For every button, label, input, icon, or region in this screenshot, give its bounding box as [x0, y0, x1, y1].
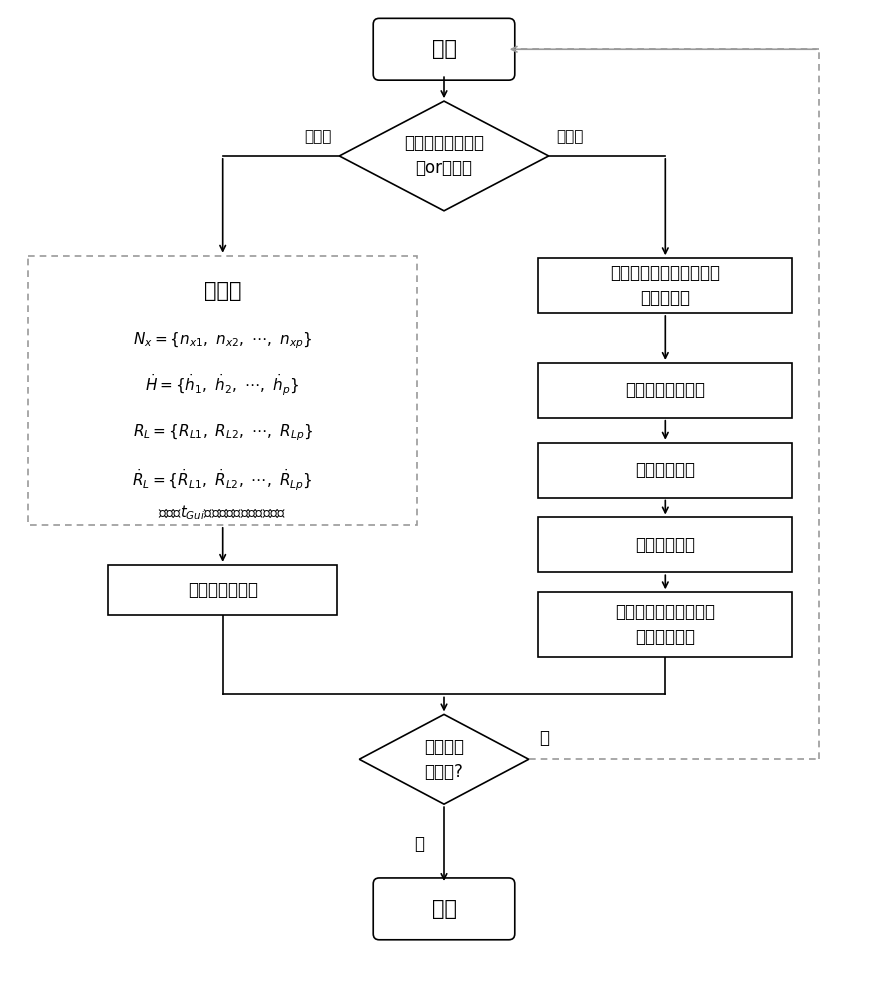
Text: 升力控制
停止否?: 升力控制 停止否? [424, 738, 464, 781]
Bar [538, 363, 792, 418]
Bar [108, 565, 337, 615]
Text: 查表格: 查表格 [204, 281, 242, 301]
FancyBboxPatch shape [373, 878, 515, 940]
Text: 利用导航数据初始化动力
学外推模块: 利用导航数据初始化动力 学外推模块 [610, 264, 720, 307]
Text: $N_x = \{n_{x1},\ n_{x2},\ \cdots,\ n_{xp}\}$: $N_x = \{n_{x1},\ n_{x2},\ \cdots,\ n_{x… [133, 330, 313, 351]
Text: $\dot{R}_L = \{\dot{R}_{L1},\ \dot{R}_{L2},\ \cdots,\ \dot{R}_{Lp}\}$: $\dot{R}_L = \{\dot{R}_{L1},\ \dot{R}_{L… [132, 467, 313, 493]
Text: 开始: 开始 [432, 39, 456, 59]
Bar [538, 443, 792, 498]
FancyBboxPatch shape [373, 18, 515, 80]
Text: 结束: 结束 [432, 899, 456, 919]
Text: $\dot{H} = \{\dot{h}_1,\ \dot{h}_2,\ \cdots,\ \dot{h}_p\}$: $\dot{H} = \{\dot{h}_1,\ \dot{h}_2,\ \cd… [146, 373, 300, 398]
Text: 数值积分落点预报: 数值积分落点预报 [625, 381, 705, 399]
Text: 本时间片计算快任
务or慢任务: 本时间片计算快任 务or慢任务 [404, 134, 484, 177]
Text: $R_L = \{R_{L1},\ R_{L2},\ \cdots,\ R_{Lp}\}$: $R_L = \{R_{L1},\ R_{L2},\ \cdots,\ R_{L… [132, 423, 313, 443]
Text: 偏差校正计算: 偏差校正计算 [635, 536, 695, 554]
Polygon shape [360, 714, 528, 804]
Text: 获得与$t_{Gui}$时刻相对应的弹道期望值: 获得与$t_{Gui}$时刻相对应的弹道期望值 [158, 504, 287, 522]
Text: 是: 是 [414, 835, 424, 853]
Text: 否: 否 [539, 729, 549, 747]
Bar [28, 256, 417, 525]
Text: 校正后弹道计算与基准
弹道表格存储: 校正后弹道计算与基准 弹道表格存储 [615, 603, 716, 646]
Text: 计算倾侧角指令: 计算倾侧角指令 [187, 581, 258, 599]
Text: 快任务: 快任务 [304, 129, 331, 144]
Text: 偏差校正计算: 偏差校正计算 [635, 461, 695, 479]
Bar [538, 517, 792, 572]
Bar [538, 592, 792, 657]
Text: 慢任务: 慢任务 [557, 129, 584, 144]
Polygon shape [339, 101, 549, 211]
Bar [538, 258, 792, 313]
